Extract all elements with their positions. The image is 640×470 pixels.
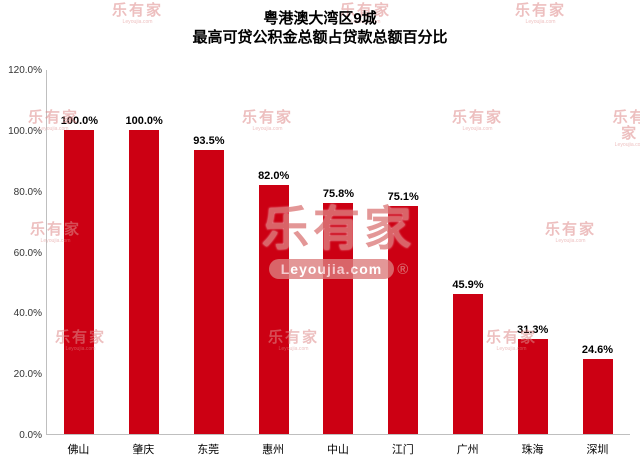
bar-group: 100.0% <box>112 70 176 434</box>
bar-value-label: 100.0% <box>125 114 163 127</box>
chart-title-line1: 粤港澳大湾区9城 <box>263 10 377 27</box>
bar-value-label: 45.9% <box>452 279 484 292</box>
y-axis: 120.0% 100.0% 80.0% 60.0% 40.0% 20.0% 0.0% <box>0 65 42 441</box>
y-tick-label: 100.0% <box>8 125 42 137</box>
chart-title-line2: 最高可贷公积金总额占贷款总额百分比 <box>192 29 448 46</box>
y-tick-label: 80.0% <box>13 186 42 198</box>
bar-value-label: 31.3% <box>517 323 549 336</box>
bar <box>452 294 483 434</box>
x-axis-label: 惠州 <box>262 444 285 456</box>
bar-group: 31.3% <box>501 70 565 434</box>
x-axis-label: 东莞 <box>197 444 220 456</box>
x-axis-label: 肇庆 <box>132 444 155 456</box>
bar <box>582 359 613 434</box>
bar <box>129 129 160 434</box>
bar-value-label: 24.6% <box>581 344 614 357</box>
bar-value-label: 93.5% <box>193 134 225 147</box>
y-tick-label: 40.0% <box>13 308 42 320</box>
x-axis-label: 江门 <box>391 444 414 456</box>
bar-value-label: 82.0% <box>258 169 290 182</box>
x-axis-label: 广州 <box>456 444 479 456</box>
x-axis-label: 佛山 <box>67 444 90 456</box>
bar <box>388 205 419 434</box>
chart-title: 粤港澳大湾区9城 最高可贷公积金总额占贷款总额百分比 <box>0 9 640 47</box>
y-tick-label: 120.0% <box>8 65 42 76</box>
x-axis-label: 珠海 <box>521 444 544 456</box>
bar-value-label: 75.8% <box>322 188 355 201</box>
bar-group: 75.8% <box>306 70 370 434</box>
bar <box>64 129 95 434</box>
y-tick-label: 0.0% <box>19 430 42 441</box>
bar-value-label: 100.0% <box>60 114 99 127</box>
bar-group: 100.0% <box>47 70 111 434</box>
bar-group: 24.6% <box>566 70 630 434</box>
x-axis-label: 中山 <box>326 444 349 456</box>
bar <box>258 184 289 434</box>
y-tick-label: 60.0% <box>13 247 42 259</box>
x-axis-label: 深圳 <box>586 444 609 456</box>
y-tick-label: 20.0% <box>13 369 42 381</box>
bar-group: 82.0% <box>242 70 306 434</box>
plot-bars: 100.0% 100.0% 93.5% 82.0% 75.8% 75.1% 45.9% 31.… <box>46 70 630 435</box>
bar-group: 93.5% <box>177 70 241 434</box>
bar-group: 75.1% <box>371 70 435 434</box>
bar-value-label: 75.1% <box>387 190 419 203</box>
bar <box>193 149 224 434</box>
bar <box>323 203 354 434</box>
bar-group: 45.9% <box>436 70 500 434</box>
bar <box>517 338 548 434</box>
x-axis-labels: 佛山 肇庆 东莞 惠州 中山 江门 广州 珠海 深圳 <box>46 441 630 457</box>
